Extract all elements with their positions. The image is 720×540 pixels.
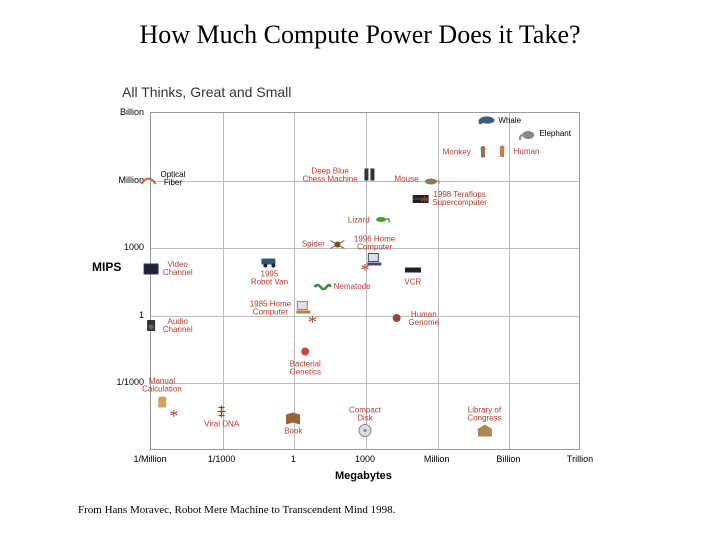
point-label: 1998 TeraflopsSupercomputer bbox=[432, 191, 487, 207]
gridline-h bbox=[151, 383, 579, 384]
point-label: ManualCalculation bbox=[142, 377, 182, 393]
point-robot-van: 1995Robot Van bbox=[251, 253, 288, 286]
gridline-h bbox=[151, 316, 579, 317]
point-viral-dna: Viral DNA bbox=[204, 404, 239, 429]
point-vcr: VCR bbox=[403, 262, 423, 287]
y-tick-label: 1000 bbox=[124, 242, 144, 252]
point-cd: CompactDisk bbox=[349, 406, 381, 439]
point-label: VideoChannel bbox=[163, 261, 193, 277]
gridline-v bbox=[438, 113, 439, 449]
point-label: Deep BlueChess Machine bbox=[303, 167, 358, 183]
chart-title: All Thinks, Great and Small bbox=[122, 84, 291, 100]
point-label: VCR bbox=[403, 279, 423, 287]
x-tick-label: Billion bbox=[496, 454, 520, 464]
point-library: Library ofCongress bbox=[467, 406, 501, 439]
point-home-1985: 1985 HomeComputer bbox=[250, 300, 313, 317]
point-spider: Spider bbox=[302, 236, 347, 253]
x-axis-title: Megabytes bbox=[335, 470, 392, 482]
point-bacterial: BacterialGenetics bbox=[289, 343, 321, 376]
point-label: Monkey bbox=[443, 149, 471, 157]
point-audio-channel: AudioChannel bbox=[141, 317, 193, 335]
point-optical-fiber: OpticalFiber bbox=[138, 171, 185, 189]
asterisk-marker: * bbox=[361, 261, 370, 279]
point-label: BacterialGenetics bbox=[289, 360, 321, 376]
point-mouse: Mouse bbox=[395, 171, 441, 188]
x-tick-label: 1/Million bbox=[133, 454, 166, 464]
y-tick-label: Billion bbox=[120, 107, 144, 117]
point-label: OpticalFiber bbox=[160, 171, 185, 187]
point-deep-blue: Deep BlueChess Machine bbox=[303, 167, 380, 184]
point-label: Viral DNA bbox=[204, 421, 239, 429]
point-label: Human bbox=[514, 148, 540, 156]
point-label: 1985 HomeComputer bbox=[250, 300, 291, 316]
point-human-genome: HumanGenome bbox=[386, 310, 439, 328]
asterisk-marker: * bbox=[308, 313, 317, 331]
point-lizard: Lizard bbox=[348, 212, 392, 229]
x-tick-label: Trillion bbox=[567, 454, 593, 464]
slide-title: How Much Compute Power Does it Take? bbox=[0, 20, 720, 50]
citation: From Hans Moravec, Robot Mere Machine to… bbox=[78, 504, 395, 516]
point-label: CompactDisk bbox=[349, 406, 381, 422]
x-tick-label: 1000 bbox=[355, 454, 375, 464]
point-label: Library ofCongress bbox=[467, 406, 501, 422]
point-label: Elephant bbox=[539, 130, 571, 138]
point-label: 1996 HomeComputer bbox=[354, 235, 395, 251]
point-video-channel: VideoChannel bbox=[141, 261, 193, 279]
gridline-v bbox=[223, 113, 224, 449]
point-label: AudioChannel bbox=[163, 318, 193, 334]
point-label: Nematode bbox=[334, 283, 371, 291]
x-tick-label: Million bbox=[424, 454, 450, 464]
point-nematode: Nematode bbox=[312, 279, 371, 297]
y-tick-label: 1/1000 bbox=[116, 377, 144, 387]
point-whale: Whale bbox=[476, 112, 521, 130]
x-tick-label: 1/1000 bbox=[208, 454, 236, 464]
point-human: Human bbox=[492, 144, 540, 162]
point-elephant: Elephant bbox=[517, 126, 571, 144]
y-axis-title: MIPS bbox=[92, 260, 121, 274]
x-tick-label: 1 bbox=[291, 454, 296, 464]
point-book: Book bbox=[283, 410, 303, 435]
asterisk-marker: * bbox=[169, 407, 178, 425]
gridline-v bbox=[294, 113, 295, 449]
point-label: Spider bbox=[302, 241, 325, 249]
gridline-v bbox=[509, 113, 510, 449]
point-label: Lizard bbox=[348, 216, 370, 224]
point-monkey: Monkey bbox=[443, 144, 493, 161]
point-label: Whale bbox=[498, 117, 521, 125]
point-label: Mouse bbox=[395, 176, 419, 184]
point-label: 1995Robot Van bbox=[251, 270, 288, 286]
point-label: HumanGenome bbox=[408, 311, 439, 327]
point-label: Book bbox=[283, 427, 303, 435]
asterisk-marker: * bbox=[420, 193, 429, 211]
